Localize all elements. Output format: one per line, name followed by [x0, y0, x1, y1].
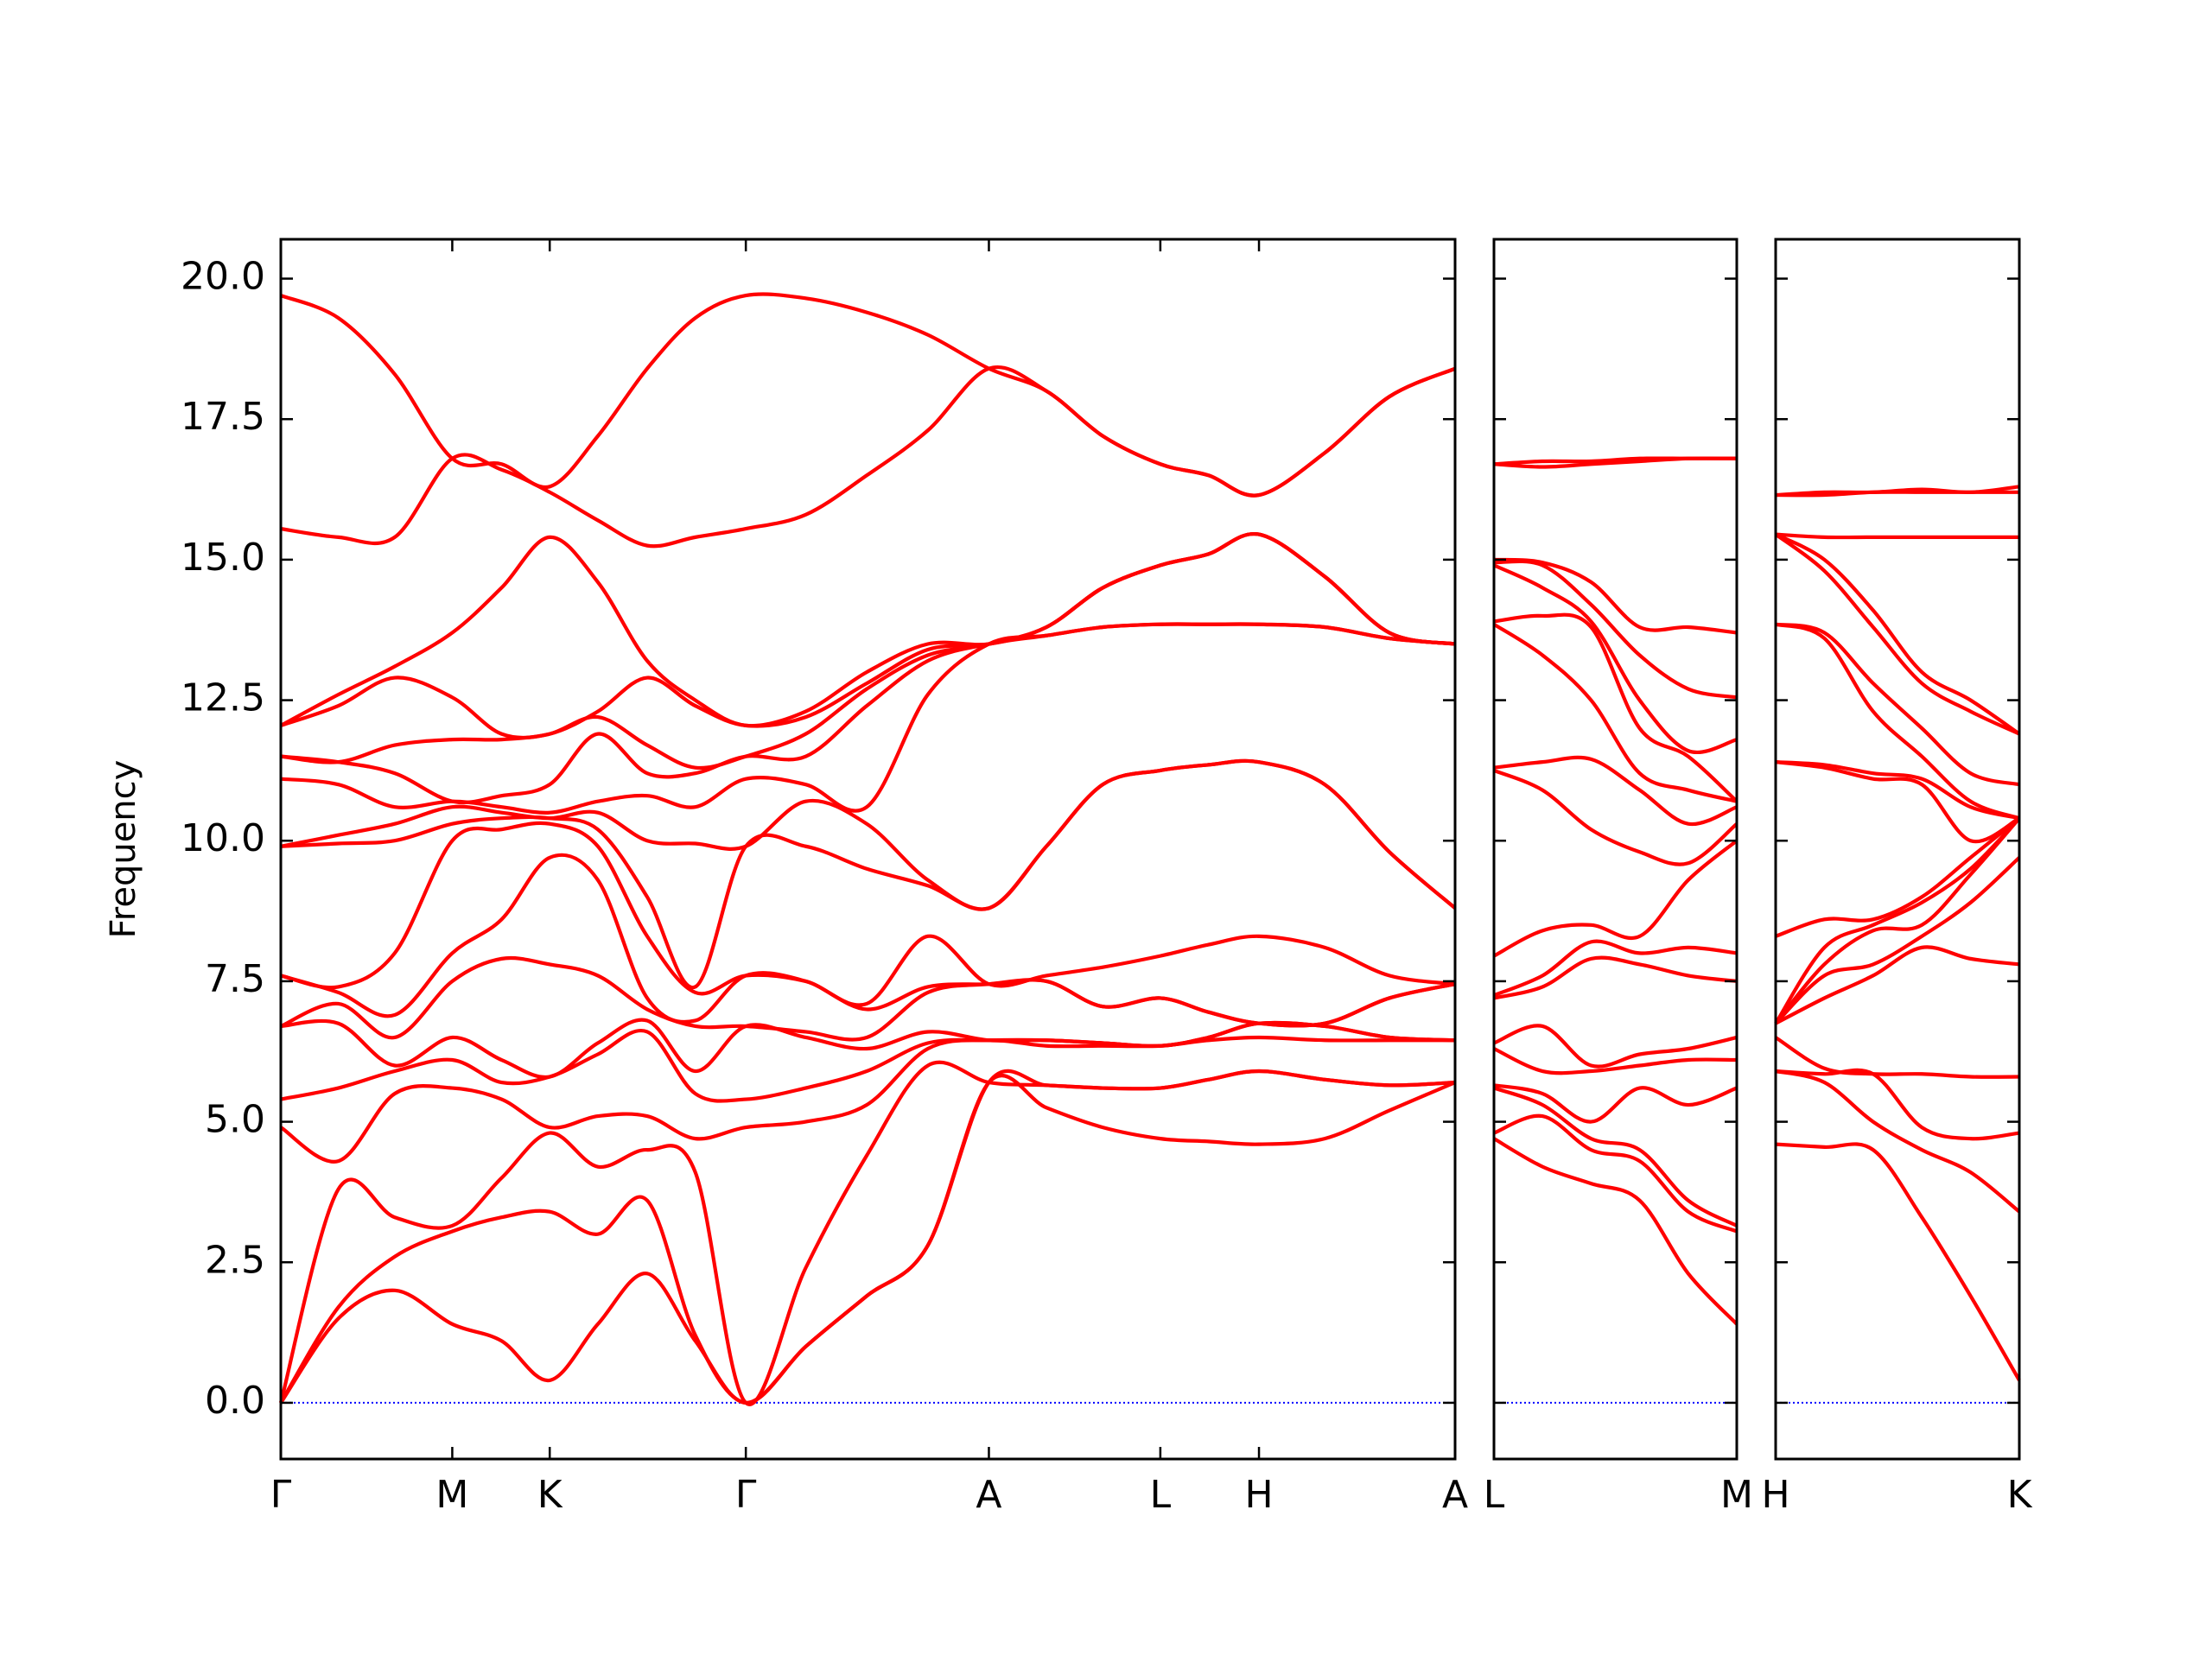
band-line — [1775, 485, 2020, 498]
axes-frame — [279, 238, 1457, 1461]
band-line — [1493, 939, 1738, 998]
band-line — [1775, 622, 2020, 821]
x-tick-label: Γ — [735, 1473, 757, 1517]
band-line — [278, 1060, 1456, 1406]
y-tick-label: 15.0 — [181, 536, 265, 580]
x-tick-label: K — [2007, 1473, 2033, 1517]
band-line — [280, 531, 1456, 728]
x-tick-label: M — [435, 1473, 468, 1517]
band-line — [1493, 1113, 1738, 1234]
x-tick-label: Γ — [270, 1473, 292, 1517]
band-line — [1493, 768, 1738, 866]
band-line — [1775, 1142, 2021, 1381]
band-line — [280, 1018, 1456, 1080]
band-line — [280, 821, 1456, 1007]
y-tick-label: 20.0 — [181, 255, 265, 299]
x-tick-label: H — [1761, 1473, 1789, 1517]
band-line — [1493, 1083, 1738, 1124]
y-tick-label: 7.5 — [205, 957, 265, 1001]
y-tick-label: 10.0 — [181, 816, 265, 860]
band-line — [280, 758, 1457, 911]
x-tick-label: A — [1442, 1473, 1468, 1517]
y-tick-label: 2.5 — [205, 1238, 265, 1282]
band-line — [1492, 1137, 1738, 1326]
band-line — [1493, 1047, 1738, 1075]
band-line — [1493, 557, 1738, 635]
band-line — [1775, 760, 2021, 844]
y-tick-label: 0.0 — [205, 1379, 265, 1423]
band-line — [1774, 1036, 2020, 1079]
band-line — [1775, 622, 2020, 787]
x-tick-label: K — [537, 1473, 563, 1517]
band-line — [1493, 559, 1738, 700]
band-line — [1492, 622, 1738, 803]
axes-frame — [1774, 238, 2021, 1461]
band-line — [280, 292, 1456, 498]
axes-frame — [1492, 238, 1738, 1461]
band-line — [1493, 839, 1738, 958]
band-line — [1774, 816, 2021, 1024]
y-axis-label: Frequency — [104, 760, 143, 939]
y-tick-label: 17.5 — [181, 395, 265, 439]
band-line — [1775, 1069, 2021, 1214]
band-line — [1775, 945, 2020, 1025]
y-tick-label: 12.5 — [181, 676, 265, 720]
band-line — [1775, 816, 2021, 938]
band-line — [1774, 532, 2020, 736]
band-line — [1493, 456, 1737, 466]
x-tick-label: L — [1484, 1473, 1505, 1517]
x-tick-label: A — [976, 1473, 1001, 1517]
band-line — [1775, 532, 2021, 736]
band-line — [1493, 1086, 1738, 1227]
band-line — [1775, 760, 2020, 821]
x-tick-label: H — [1245, 1473, 1274, 1517]
band-line — [1775, 1068, 2020, 1141]
x-tick-label: L — [1150, 1473, 1172, 1517]
y-tick-label: 5.0 — [205, 1098, 265, 1142]
band-line — [1774, 816, 2021, 1025]
band-line — [1493, 1024, 1738, 1069]
band-line — [1493, 563, 1738, 754]
x-tick-label: M — [1720, 1473, 1753, 1517]
band-line — [1775, 532, 2019, 540]
band-line — [280, 622, 1456, 805]
band-line — [1493, 955, 1738, 1000]
band-line — [1774, 856, 2021, 1025]
band-line — [1493, 755, 1738, 827]
band-line — [279, 1035, 1455, 1164]
band-line — [1493, 612, 1738, 803]
